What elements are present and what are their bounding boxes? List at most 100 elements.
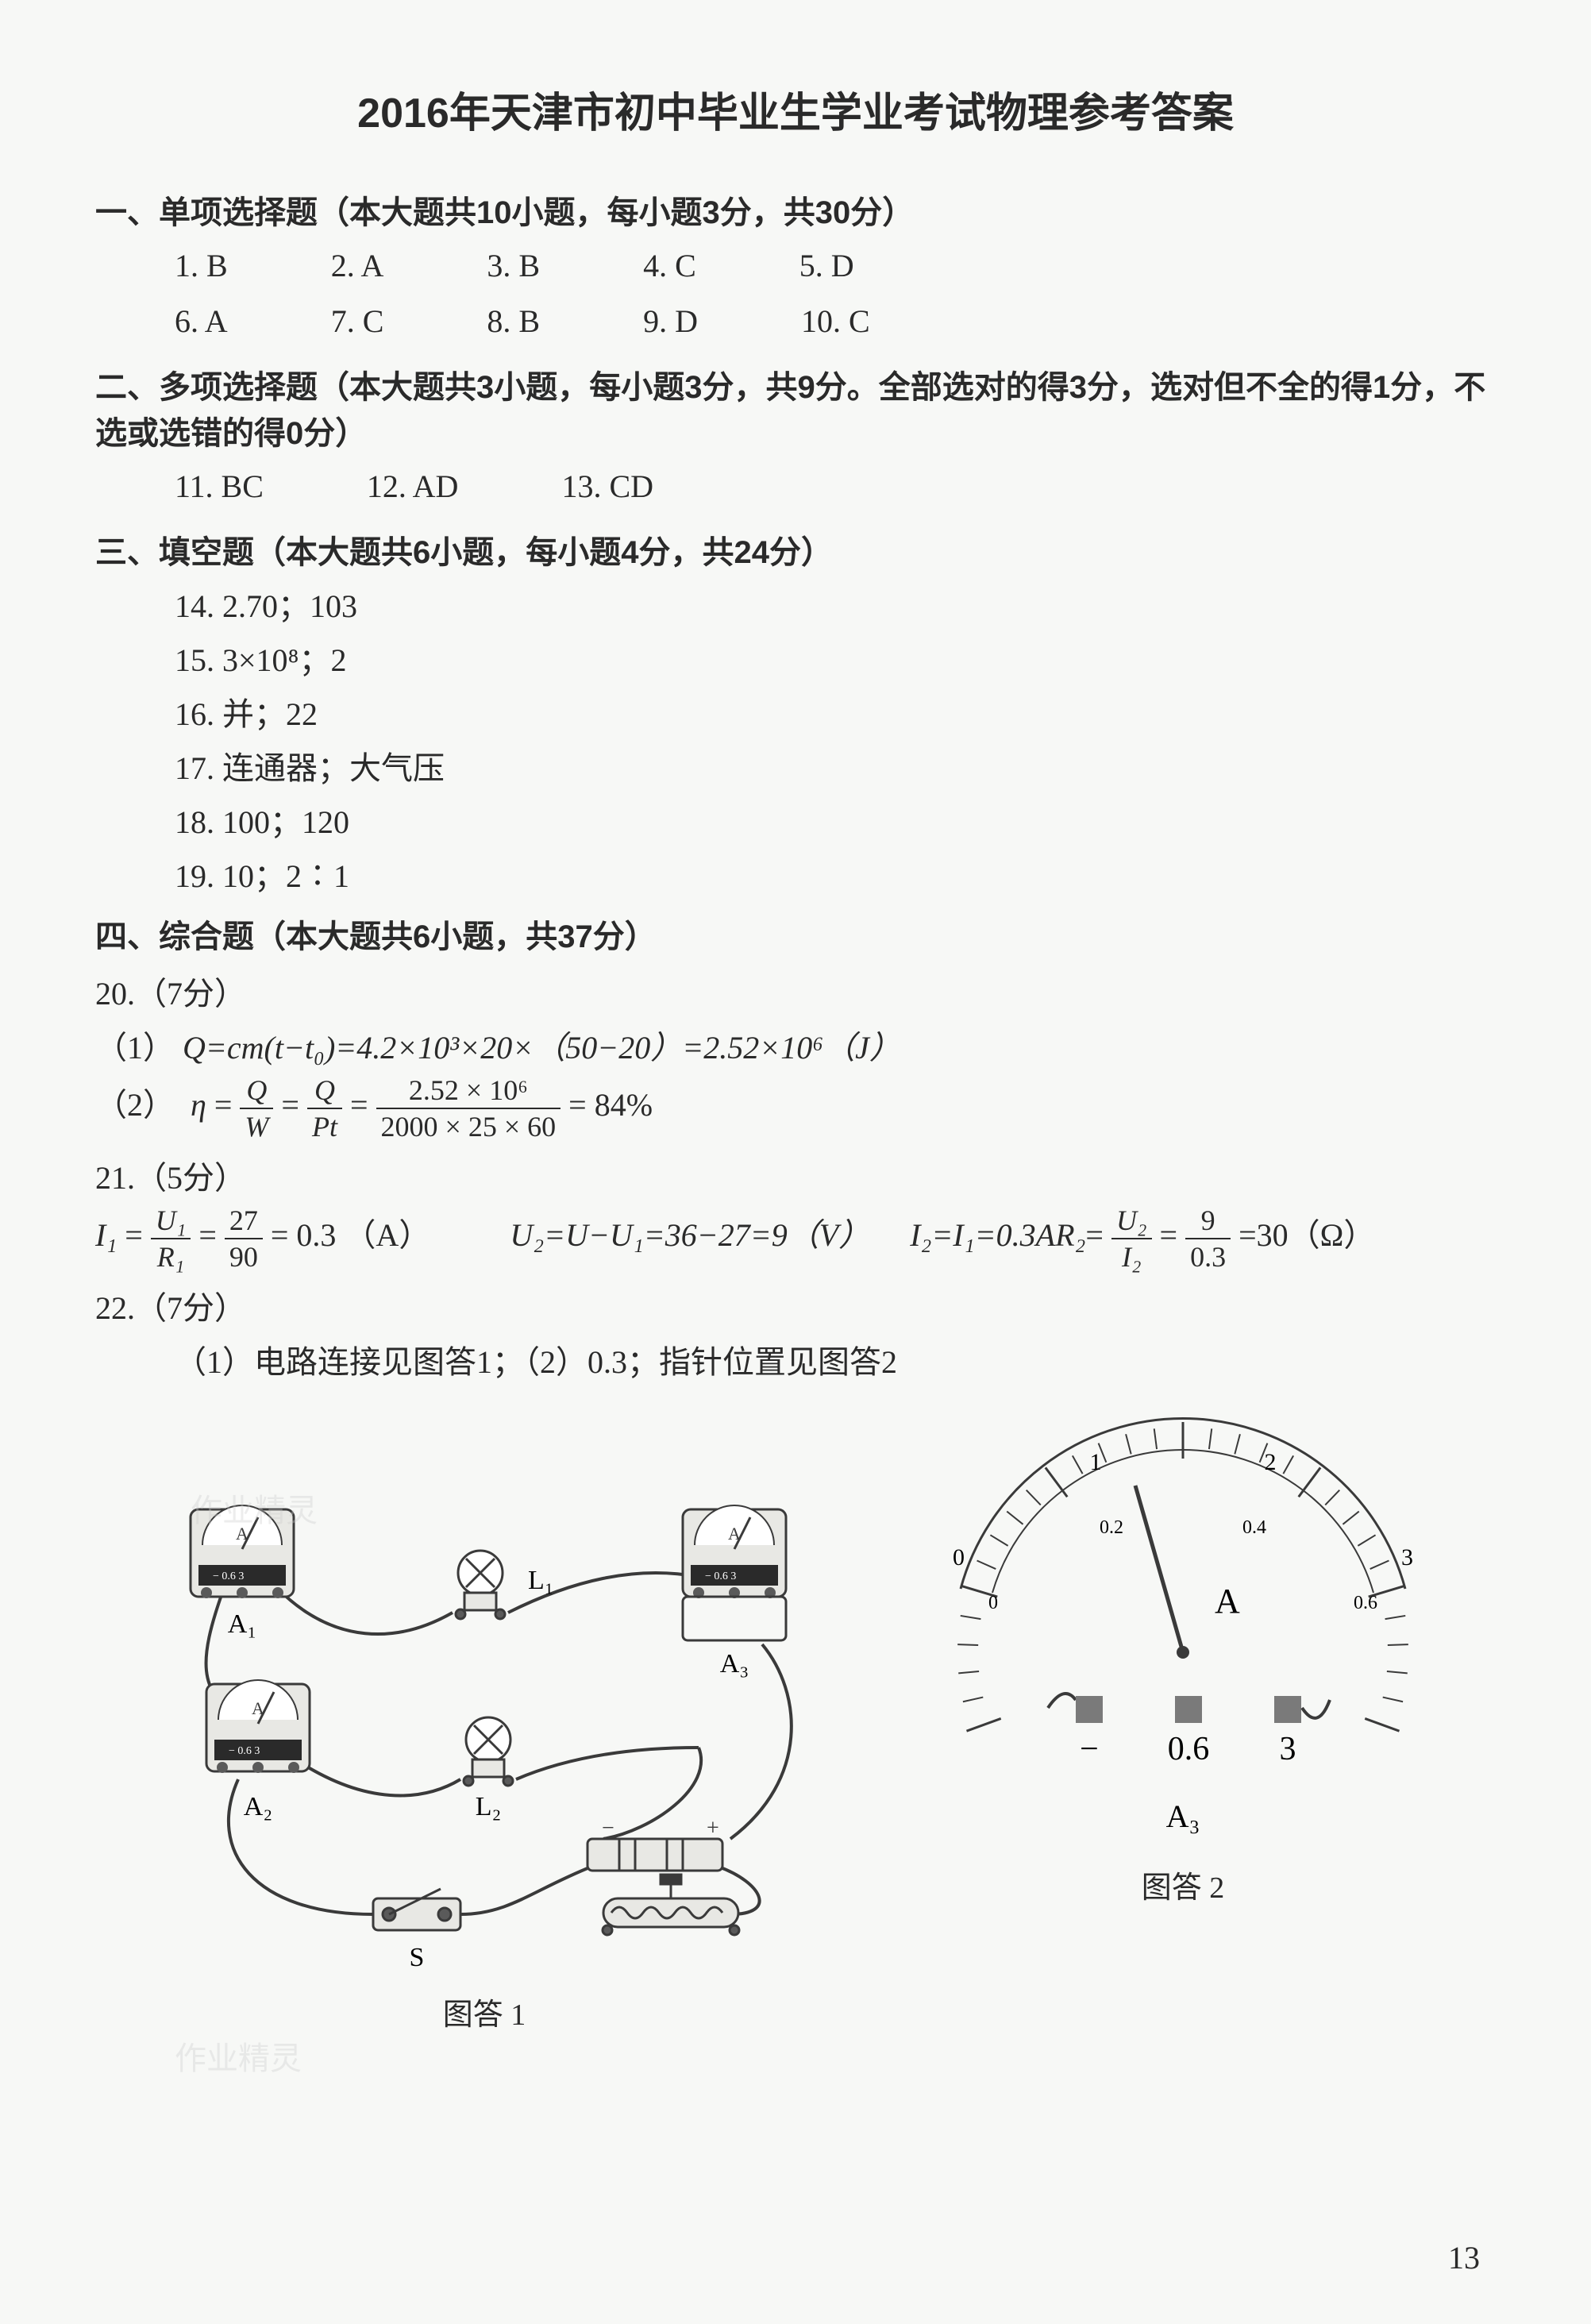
ans-19: 19. 10；2∶1 [175, 850, 1496, 896]
ans-9: 9. D [643, 296, 698, 347]
switch-s-icon [373, 1889, 460, 1930]
dial-bot-0: 0 [988, 1593, 998, 1613]
section2-row: 11. BC 12. AD 13. CD [175, 461, 1496, 512]
watermark-2: 作业精灵 [175, 2033, 302, 2079]
q20-2-frac3-den: 2000 × 25 × 60 [376, 1109, 561, 1141]
figure1-caption: 图答 1 [127, 1990, 842, 2033]
svg-text:− 0.6 3: − 0.6 3 [213, 1571, 244, 1582]
q21-frac4: 9 0.3 [1185, 1206, 1231, 1271]
q22-part1: （1）电路连接见图答1；（2）0.3；指针位置见图答2 [175, 1336, 1496, 1382]
ammeter-a3-icon: A − 0.6 3 [683, 1505, 786, 1640]
ammeter-a2-icon: A − 0.6 3 [206, 1680, 310, 1773]
q20-1-prefix: （1） [95, 1030, 175, 1066]
svg-text:− 0.6 3: − 0.6 3 [705, 1571, 736, 1582]
page-number: 13 [1448, 2239, 1480, 2276]
dial-bot-06: 0.6 [1354, 1593, 1377, 1613]
q21-frac3-num: U₂ [1111, 1206, 1152, 1239]
dial-top-1: 1 [1090, 1449, 1102, 1475]
bulb-l2-icon [464, 1717, 513, 1786]
section1-row2: 6. A 7. C 8. B 9. D 10. C [175, 296, 1496, 347]
label-a3-fig1: A₃ [720, 1649, 749, 1678]
dial-top-2: 2 [1265, 1449, 1277, 1475]
q20-part1: （1） Q=cm(t−t₀)=4.2×10³×20×（50−20）=2.52×1… [95, 1022, 1496, 1068]
watermark-1: 作业精灵 [191, 1485, 318, 1531]
section4-header: 四、综合题（本大题共6小题，共37分） [95, 911, 1496, 957]
q20-2-frac2-num: Q [307, 1076, 342, 1109]
dial-top-3: 3 [1401, 1544, 1413, 1571]
q20-2-frac3: 2.52 × 10⁶ 2000 × 25 × 60 [376, 1076, 561, 1141]
ans-3: 3. B [487, 241, 540, 291]
q21-eq4: = [1160, 1217, 1186, 1253]
q21-eq1: = [125, 1217, 151, 1253]
q20-1-body: Q=cm(t−t₀)=4.2×10³×20×（50−20）=2.52×10⁶（J… [183, 1030, 901, 1066]
section3-header: 三、填空题（本大题共6小题，每小题4分，共24分） [95, 526, 1496, 572]
svg-text:+: + [707, 1816, 719, 1840]
q21-head: 21.（5分） [95, 1152, 1496, 1198]
q20-2-frac3-num: 2.52 × 10⁶ [376, 1076, 561, 1109]
svg-text:A: A [728, 1524, 741, 1544]
battery-icon: − + [587, 1816, 722, 1871]
ans-14: 14. 2.70；103 [175, 580, 1496, 626]
label-a2: A₂ [244, 1792, 272, 1821]
section2-header: 二、多项选择题（本大题共3小题，每小题3分，共9分。全部选对的得3分，选对但不全… [95, 361, 1496, 453]
q20-2-frac2: Q Pt [307, 1076, 342, 1141]
q21-frac2: 27 90 [225, 1206, 263, 1271]
q22-head: 22.（7分） [95, 1282, 1496, 1328]
dial-bot-04: 0.4 [1242, 1517, 1266, 1538]
q21-I1: I₁ [95, 1217, 117, 1253]
ans-7: 7. C [331, 296, 384, 347]
q21-I1-res: = 0.3 （A） [271, 1217, 430, 1253]
ans-12: 12. AD [367, 461, 459, 512]
label-l1: L₁ [528, 1566, 554, 1595]
q21-frac4-den: 0.3 [1185, 1239, 1231, 1271]
q21-frac3: U₂ I₂ [1111, 1206, 1152, 1271]
terminal-06: 0.6 [1168, 1731, 1210, 1767]
svg-text:A: A [252, 1698, 264, 1718]
label-s: S [410, 1943, 425, 1972]
q21-R2: R₂ [1055, 1217, 1085, 1253]
ans-1: 1. B [175, 241, 228, 291]
terminal-minus: − [1080, 1731, 1099, 1767]
q20-2-frac1-den: W [240, 1109, 273, 1141]
bulb-l1-icon [456, 1551, 505, 1619]
q20-head: 20.（7分） [95, 968, 1496, 1014]
q20-2-eta: η [191, 1087, 206, 1123]
ans-5: 5. D [799, 241, 854, 291]
q21-body: I₁ = U₁ R₁ = 27 90 = 0.3 （A） U₂=U−U₁=36−… [95, 1206, 1496, 1271]
figure-2: 0 1 2 3 0 0.2 0.4 0.6 A − 0.6 3 A₃ 图答 2 [905, 1406, 1461, 2033]
q20-2-eq1: = [214, 1087, 241, 1123]
q21-eq2: = [198, 1217, 225, 1253]
q20-2-result: = 84% [568, 1087, 653, 1123]
q21-frac1-num: U₁ [151, 1206, 191, 1239]
section1-header: 一、单项选择题（本大题共10小题，每小题3分，共30分） [95, 187, 1496, 233]
q20-2-frac2-den: Pt [307, 1109, 342, 1141]
q21-frac2-num: 27 [225, 1206, 263, 1239]
terminal-3: 3 [1280, 1731, 1296, 1767]
q20-2-frac1-num: Q [240, 1076, 273, 1109]
figure2-caption: 图答 2 [905, 1863, 1461, 1906]
q21-I2pre: I₂=I₁=0.3A [910, 1217, 1055, 1253]
ans-13: 13. CD [561, 461, 653, 512]
figures-row: A − 0.6 3 A₁ A − 0.6 3 A₂ [127, 1406, 1496, 2033]
label-a1: A₁ [228, 1609, 256, 1639]
q20-2-prefix: （2） [95, 1087, 175, 1123]
svg-text:− 0.6 3: − 0.6 3 [229, 1745, 260, 1757]
q21-frac4-num: 9 [1185, 1206, 1231, 1239]
needle-icon [1135, 1486, 1183, 1652]
q20-2-eq3: = [350, 1087, 376, 1123]
svg-text:−: − [602, 1816, 614, 1840]
terminals-icon [1048, 1694, 1330, 1723]
ans-6: 6. A [175, 296, 228, 347]
q21-frac2-den: 90 [225, 1239, 263, 1271]
q21-R2-res: =30（Ω） [1239, 1217, 1375, 1253]
ans-17: 17. 连通器；大气压 [175, 742, 1496, 788]
page-title: 2016年天津市初中毕业生学业考试物理参考答案 [95, 79, 1496, 139]
ans-4: 4. C [643, 241, 696, 291]
label-a3-fig2: A₃ [1166, 1798, 1200, 1834]
ans-8: 8. B [487, 296, 540, 347]
ans-15: 15. 3×10⁸；2 [175, 634, 1496, 680]
ans-18: 18. 100；120 [175, 796, 1496, 842]
q21-frac1-den: R₁ [151, 1239, 191, 1271]
ammeter-dial-icon: 0 1 2 3 0 0.2 0.4 0.6 A − 0.6 3 A₃ [905, 1406, 1461, 1851]
dial-unit: A [1215, 1582, 1240, 1621]
